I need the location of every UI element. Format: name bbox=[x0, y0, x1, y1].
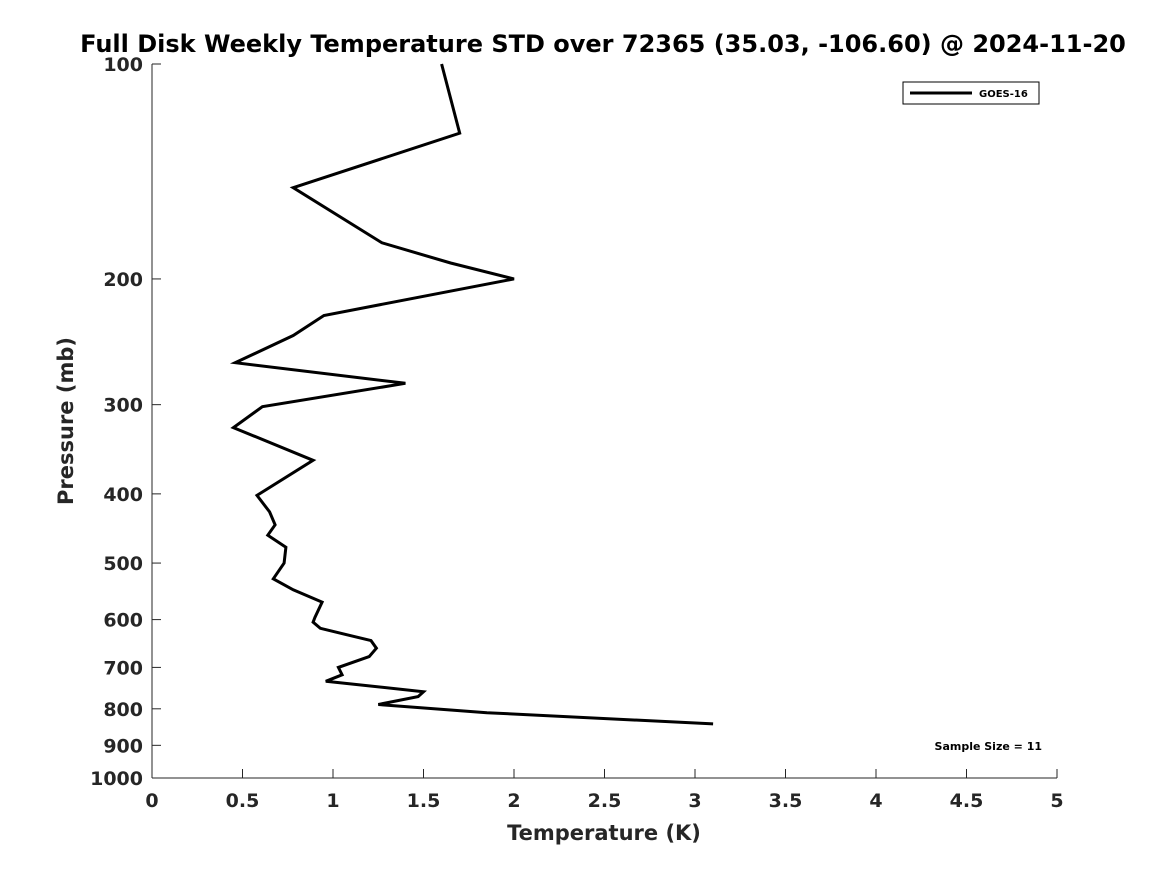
legend-label: GOES-16 bbox=[979, 89, 1028, 100]
plot-axes bbox=[151, 64, 1057, 779]
x-tick-label: 4 bbox=[869, 790, 882, 812]
x-tick-label: 2 bbox=[507, 790, 520, 812]
x-tick-label: 3.5 bbox=[769, 790, 803, 812]
y-tick-label: 100 bbox=[103, 54, 143, 76]
x-axis-label: Temperature (K) bbox=[507, 821, 701, 845]
y-tick-label: 700 bbox=[103, 657, 143, 679]
chart-title: Full Disk Weekly Temperature STD over 72… bbox=[80, 30, 1126, 58]
x-tick-label: 1.5 bbox=[407, 790, 441, 812]
x-tick-label: 0.5 bbox=[226, 790, 260, 812]
y-tick-label: 1000 bbox=[90, 768, 143, 790]
legend: GOES-16 bbox=[902, 81, 1040, 105]
y-tick-label: 900 bbox=[103, 735, 143, 757]
x-tick-label: 5 bbox=[1050, 790, 1063, 812]
y-tick-label: 200 bbox=[103, 269, 143, 291]
x-tick-label: 3 bbox=[688, 790, 701, 812]
x-tick-label: 0 bbox=[145, 790, 158, 812]
x-tick-label: 2.5 bbox=[588, 790, 622, 812]
series-line bbox=[229, 63, 714, 726]
y-axis-label: Pressure (mb) bbox=[54, 337, 78, 505]
y-tick-label: 800 bbox=[103, 699, 143, 721]
y-ticks: 100 200 300 400 500 600 700 800 900 1000 bbox=[90, 54, 161, 790]
y-tick-label: 300 bbox=[103, 395, 143, 417]
y-tick-label: 400 bbox=[103, 484, 143, 506]
sample-size-annotation: Sample Size = 11 bbox=[935, 740, 1042, 753]
y-tick-label: 500 bbox=[103, 553, 143, 575]
x-tick-label: 1 bbox=[326, 790, 339, 812]
series-layer bbox=[229, 63, 714, 726]
x-tick-label: 4.5 bbox=[950, 790, 984, 812]
y-tick-label: 600 bbox=[103, 610, 143, 632]
x-ticks: 0 0.5 1 1.5 2 2.5 3 3.5 4 4.5 5 bbox=[145, 769, 1064, 812]
